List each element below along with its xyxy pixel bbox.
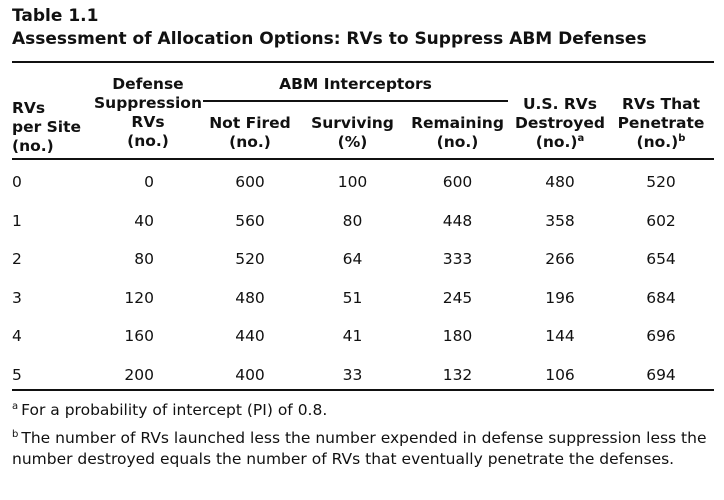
- cell-surviving: 51: [342, 288, 363, 307]
- header-defense-suppression: Defense Suppression RVs (no.): [88, 75, 208, 151]
- cell-surviving: 100: [337, 173, 368, 191]
- cell-penetrate: 694: [646, 365, 676, 384]
- cell-rvs-per-site: 0: [12, 173, 22, 191]
- cell-rvs-per-site: 3: [12, 288, 22, 307]
- footnote-mark-a: a: [577, 133, 585, 144]
- footnote-a: a For a probability of intercept (PI) of …: [12, 400, 712, 421]
- top-rule: [12, 61, 714, 63]
- header-abm-interceptors: ABM Interceptors: [203, 75, 508, 94]
- cell-penetrate: 520: [646, 173, 676, 191]
- header-text: RVs: [131, 113, 165, 131]
- header-text: RVs That: [621, 95, 701, 113]
- header-text: per Site: [12, 118, 82, 136]
- footnote-a-text: For a probability of intercept (PI) of 0…: [21, 401, 328, 419]
- cell-defense-suppression: 120: [124, 288, 154, 307]
- cell-remaining: 600: [442, 173, 473, 191]
- cell-penetrate: 654: [646, 250, 676, 268]
- header-rule: [12, 158, 714, 160]
- header-remaining: Remaining (no.): [405, 114, 510, 152]
- cell-rvs-per-site: 4: [12, 327, 22, 345]
- footnote-b-mark: b: [12, 429, 19, 440]
- header-text: (no.): [229, 133, 271, 151]
- cell-defense-suppression: 200: [124, 365, 154, 384]
- header-text: (no.): [535, 133, 578, 151]
- header-text: (no.): [636, 133, 679, 151]
- cell-rvs-per-site: 5: [12, 365, 22, 384]
- header-text: ABM Interceptors: [279, 75, 432, 93]
- cell-penetrate: 602: [646, 211, 676, 230]
- footnote-b-text: The number of RVs launched less the numb…: [12, 429, 707, 468]
- header-text: Suppression: [94, 94, 202, 112]
- cell-not-fired: 600: [235, 173, 265, 191]
- header-text: Defense: [112, 75, 184, 93]
- bottom-rule: [12, 389, 714, 391]
- cell-not-fired: 480: [235, 288, 265, 307]
- header-text: U.S. RVs: [522, 95, 598, 113]
- cell-destroyed: 480: [545, 173, 575, 191]
- cell-not-fired: 440: [235, 327, 265, 345]
- cell-rvs-per-site: 1: [12, 211, 22, 230]
- footnote-a-mark: a: [12, 401, 19, 412]
- footnote-mark-b: b: [678, 133, 686, 144]
- cell-surviving: 64: [342, 250, 363, 268]
- cell-destroyed: 106: [545, 365, 575, 384]
- cell-defense-suppression: 80: [134, 250, 154, 268]
- cell-remaining: 245: [442, 288, 473, 307]
- cell-surviving: 80: [342, 211, 363, 230]
- header-us-rvs-destroyed: U.S. RVs Destroyed (no.)a: [510, 95, 610, 152]
- abm-span-rule: [203, 100, 508, 102]
- cell-not-fired: 560: [235, 211, 265, 230]
- cell-penetrate: 684: [646, 288, 676, 307]
- header-text: RVs: [12, 99, 46, 117]
- cell-surviving: 33: [342, 365, 363, 384]
- cell-destroyed: 144: [545, 327, 575, 345]
- header-not-fired: Not Fired (no.): [205, 114, 295, 152]
- cell-remaining: 180: [442, 327, 473, 345]
- header-text: (no.): [436, 133, 479, 151]
- cell-destroyed: 358: [545, 211, 575, 230]
- header-text: Not Fired: [209, 114, 291, 132]
- header-surviving: Surviving (%): [305, 114, 400, 152]
- cell-surviving: 41: [342, 327, 363, 345]
- header-text: Remaining: [411, 114, 504, 132]
- cell-remaining: 333: [442, 250, 473, 268]
- cell-not-fired: 520: [235, 250, 265, 268]
- cell-rvs-per-site: 2: [12, 250, 22, 268]
- header-text: (no.): [127, 132, 169, 150]
- cell-defense-suppression: 0: [144, 173, 154, 191]
- header-rvs-per-site: RVs per Site (no.): [12, 99, 81, 156]
- cell-defense-suppression: 40: [134, 211, 154, 230]
- cell-remaining: 448: [442, 211, 473, 230]
- table-label: Table 1.1: [12, 6, 99, 26]
- cell-destroyed: 196: [545, 288, 575, 307]
- cell-not-fired: 400: [235, 365, 265, 384]
- footnote-b: b The number of RVs launched less the num…: [12, 428, 712, 470]
- header-text: Destroyed: [514, 114, 606, 132]
- header-text: (%): [337, 133, 368, 151]
- cell-defense-suppression: 160: [124, 327, 154, 345]
- header-text: Penetrate: [617, 114, 705, 132]
- header-rvs-penetrate: RVs That Penetrate (no.)b: [610, 95, 712, 152]
- cell-remaining: 132: [442, 365, 473, 384]
- table-title: Assessment of Allocation Options: RVs to…: [12, 29, 647, 49]
- cell-destroyed: 266: [545, 250, 575, 268]
- header-text: Surviving: [311, 114, 394, 132]
- header-text: (no.): [12, 137, 54, 155]
- cell-penetrate: 696: [646, 327, 676, 345]
